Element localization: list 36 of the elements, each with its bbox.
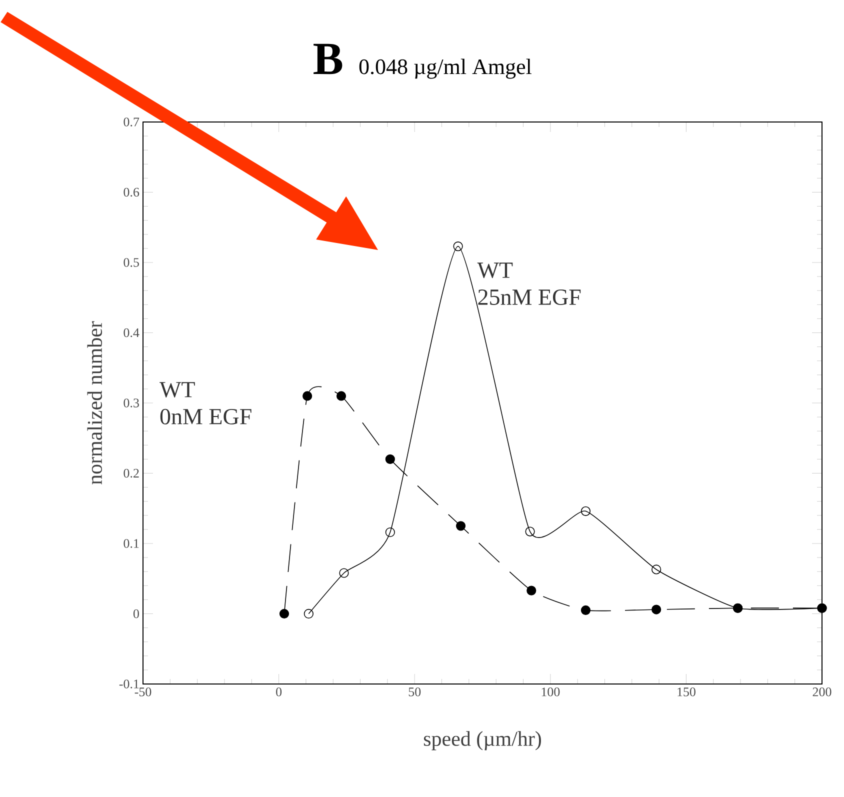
y-tick-label: 0.6 (124, 188, 140, 197)
y-tick-label: 0.2 (124, 468, 139, 478)
point (385, 527, 395, 538)
y-tick-label: 0.1 (124, 539, 139, 548)
series-label: WT 25nM EGF (477, 262, 581, 305)
x-tick-label: 0 (276, 688, 282, 696)
point (453, 242, 463, 252)
x-tick-label: 200 (812, 688, 832, 696)
text: WT 0nM EGF (160, 382, 252, 424)
x-axis-title: speed (µm/hr) (424, 731, 541, 750)
point (456, 521, 466, 531)
point (385, 454, 395, 464)
point (526, 586, 536, 596)
y-tick-label: 0.5 (124, 258, 139, 267)
y-tick-label: 0 (133, 609, 139, 618)
y-tick-label: 0.4 (124, 328, 140, 338)
y-axis-title: normalized number (87, 321, 102, 484)
x-tick-label: 50 (408, 688, 421, 696)
point (304, 608, 314, 619)
point (525, 526, 535, 536)
y-tick-label: 0.7 (124, 118, 140, 126)
chart-subtitle: 0.048 µg/ml Amgel (359, 58, 532, 79)
x-tick-label: 100 (542, 688, 560, 696)
point (652, 564, 662, 574)
point (336, 391, 346, 401)
point (279, 608, 290, 619)
point (652, 604, 662, 614)
chart-title: B (314, 44, 342, 74)
y-tick-label: -0.1 (119, 680, 139, 688)
point (302, 391, 312, 401)
point (339, 568, 349, 578)
x-tick-label: -50 (134, 688, 152, 696)
point (580, 605, 591, 616)
y-tick-label: 0.3 (124, 398, 139, 408)
x-tick-label: 150 (678, 688, 696, 696)
point (580, 506, 591, 516)
